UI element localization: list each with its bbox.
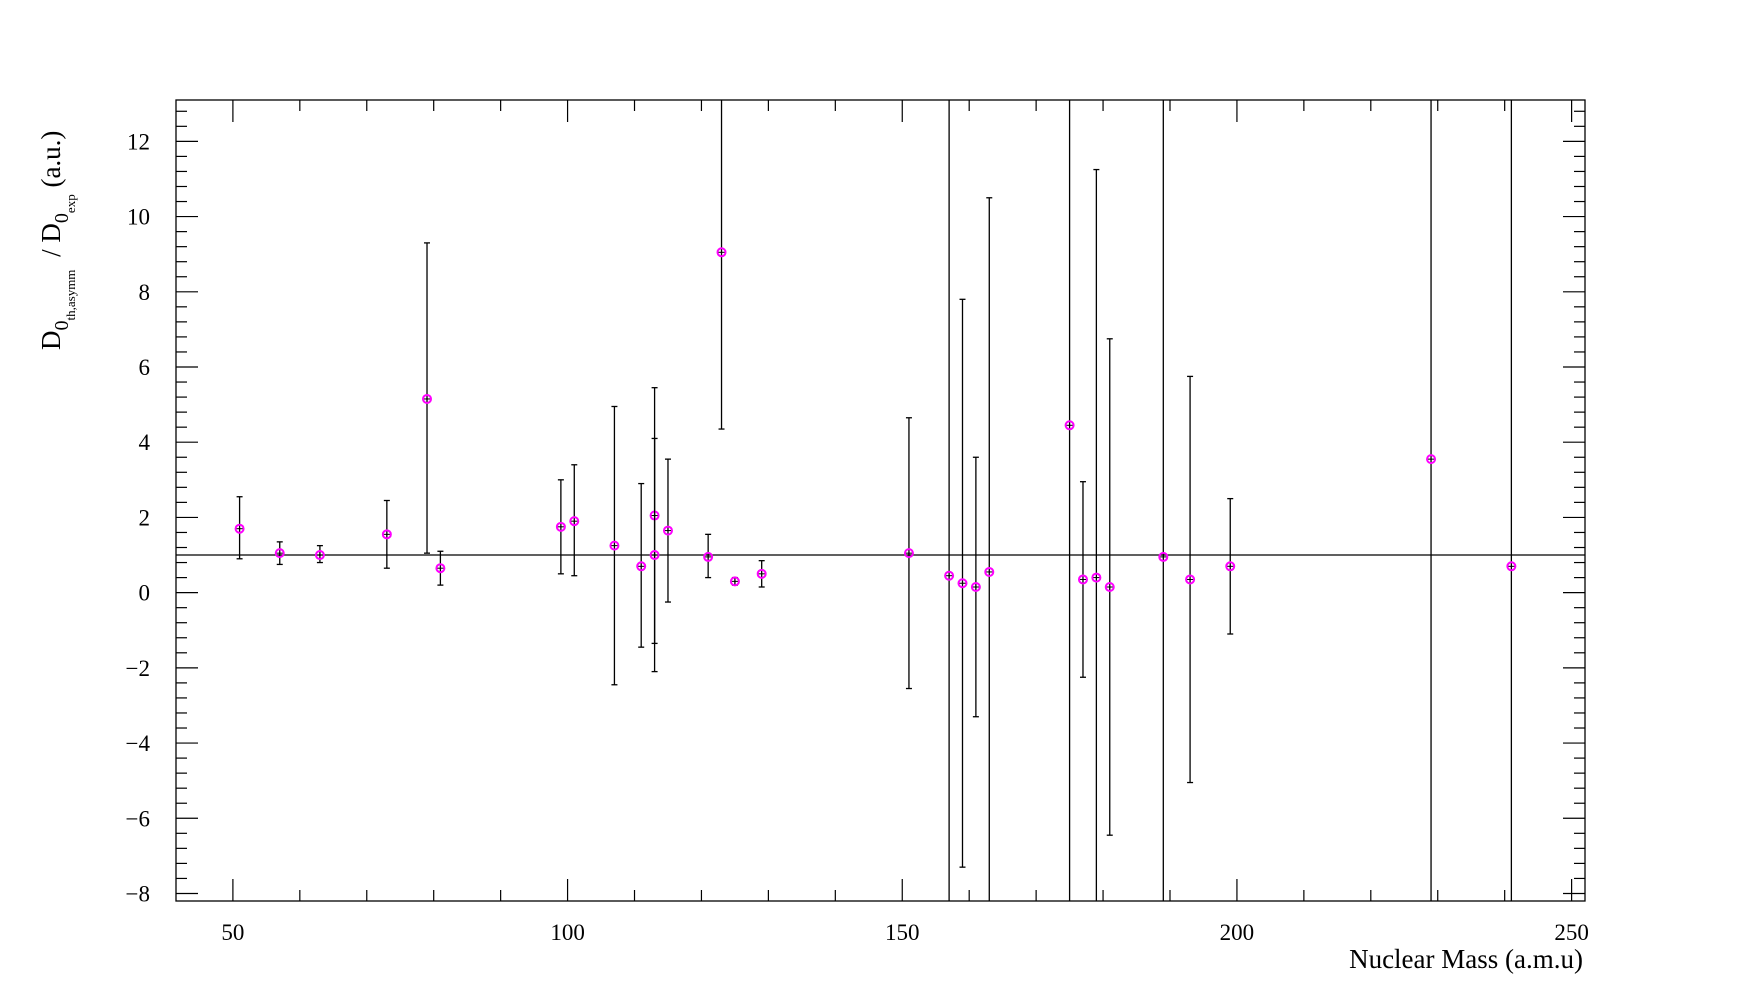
data-point-marker [729,576,740,587]
y-title-d1: D [36,331,66,351]
y-tick-label: 12 [127,129,150,154]
x-tick-label: 250 [1554,920,1589,945]
y-axis-title: D0th,asymm / D0exp (a.u.) [36,131,78,350]
y-tick-label: 6 [139,355,151,380]
data-point-marker [703,551,714,562]
y-title-units: (a.u.) [36,131,66,195]
data-point-marker [944,570,955,581]
data-point-marker [1426,454,1437,465]
x-tick-label: 150 [885,920,920,945]
y-title-divider: / D [36,223,66,264]
data-point-marker [649,550,660,561]
data-point-marker [1225,561,1236,572]
x-tick-label: 100 [550,920,585,945]
y-tick-label: 10 [127,205,150,230]
data-point-marker [662,525,673,536]
y-tick-label: −2 [126,656,150,681]
y-title-sub1: 0 [51,321,73,331]
data-point-marker [234,523,245,534]
data-point-marker [984,566,995,577]
data-point-marker [1185,574,1196,585]
data-point-marker [970,581,981,592]
plot-frame-rect [175,99,1586,902]
x-tick-label: 50 [221,920,244,945]
y-tick-label: 8 [139,280,151,305]
y-axis: −8 −6 −4 −2 0 2 4 6 8 10 12 [126,110,1585,906]
y-tick-label: 2 [139,505,151,530]
y-tick-label: 4 [139,430,151,455]
data-point-marker [1158,551,1169,562]
data-point-marker [274,548,285,559]
y-tick-label: −8 [126,881,150,906]
data-point-marker [1077,574,1088,585]
x-axis: 50 100 150 200 250 [221,100,1589,945]
data-point-marker [555,521,566,532]
y-title-sub2: 0 [51,213,73,223]
data-point-marker [1506,561,1517,572]
data-point-marker [957,578,968,589]
data-point-marker [903,548,914,559]
data-point-marker [716,247,727,258]
data-point-marker [314,550,325,561]
y-tick-label: −4 [126,731,151,756]
data-point-marker [422,393,433,404]
data-point-marker [636,561,647,572]
x-tick-label: 200 [1220,920,1255,945]
data-point-marker [381,529,392,540]
data-point-marker [756,568,767,579]
x-axis-title: Nuclear Mass (a.m.u) [1349,944,1583,974]
data-points [234,100,1517,901]
data-point-marker [569,516,580,527]
data-point-marker [435,563,446,574]
data-point-marker [1091,572,1102,583]
y-tick-label: 0 [139,581,151,606]
y-title-subsub1: th,asymm [63,270,78,321]
y-title-subsub2: exp [63,194,78,213]
data-point-marker [609,540,620,551]
data-point-marker [1064,420,1075,431]
data-point-marker [1104,581,1115,592]
plot-frame [175,99,1586,902]
y-tick-label: −6 [126,806,150,831]
